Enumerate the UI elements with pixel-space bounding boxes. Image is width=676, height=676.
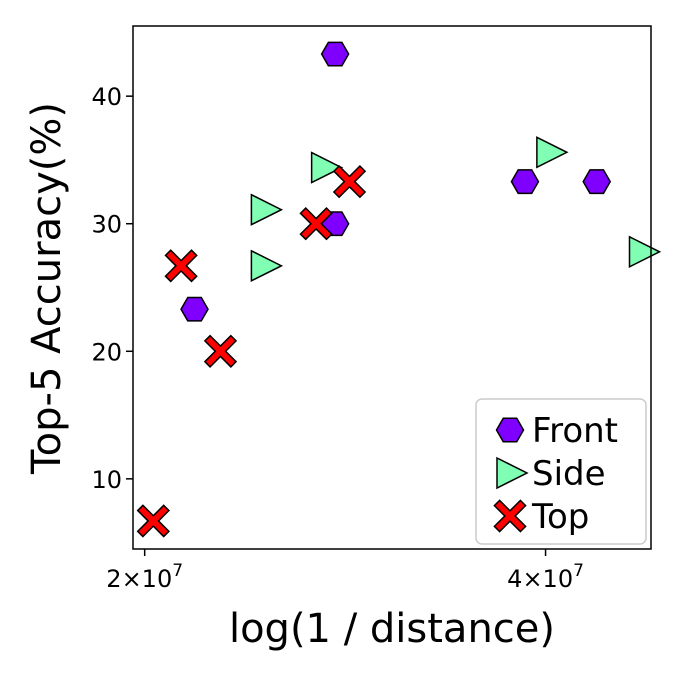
x-axis-title: log(1 / distance) — [229, 606, 555, 652]
axis-ticks: 10 20 30 40 2×107 4×107 — [91, 83, 583, 593]
legend-marker-top — [493, 499, 527, 533]
y-tick-label: 10 — [91, 466, 122, 494]
data-point-top — [164, 249, 198, 283]
plot-area-frame — [132, 25, 652, 550]
x-tick-label: 2×107 — [106, 561, 183, 593]
data-point-front — [320, 41, 350, 67]
data-point-side — [250, 193, 284, 226]
data-point-front — [180, 296, 209, 322]
y-tick-label: 20 — [91, 338, 122, 366]
data-point-side — [536, 136, 569, 169]
legend-marker-front — [495, 417, 525, 443]
y-tick-label: 30 — [91, 211, 122, 239]
legend-label-front: Front — [532, 411, 618, 451]
data-point-side — [628, 235, 662, 268]
data-point-top — [136, 504, 170, 538]
y-tick-label: 40 — [91, 83, 122, 111]
legend-marker-side — [496, 456, 529, 490]
data-point-front — [510, 169, 540, 195]
data-point-top — [332, 164, 367, 199]
legend-label-top: Top — [531, 497, 589, 537]
x-tick-label: 4×107 — [507, 561, 584, 593]
data-point-side — [250, 249, 284, 283]
legend-label-side: Side — [532, 454, 606, 494]
data-point-side — [310, 151, 344, 184]
data-point-front — [582, 169, 612, 195]
data-point-top — [203, 334, 238, 368]
data-markers — [136, 41, 662, 538]
data-point-top — [299, 207, 333, 241]
y-axis-title: Top-5 Accuracy(%) — [24, 102, 70, 475]
